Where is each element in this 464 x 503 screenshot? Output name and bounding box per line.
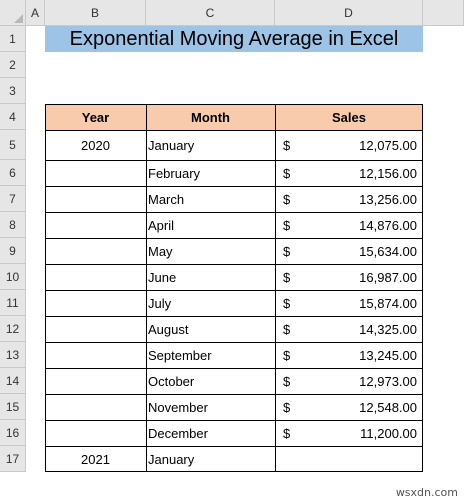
currency-symbol: $ (283, 217, 291, 233)
currency-symbol: $ (283, 399, 291, 415)
currency-symbol: $ (283, 321, 291, 337)
row-header-6[interactable]: 6 (0, 160, 26, 186)
year-cell[interactable] (45, 186, 146, 212)
sales-cell[interactable]: $14,876.00 (283, 217, 417, 233)
row-header-17[interactable]: 17 (0, 446, 26, 472)
currency-symbol: $ (283, 137, 291, 153)
row-header-13[interactable]: 13 (0, 342, 26, 368)
year-cell[interactable]: 2020 (81, 137, 110, 153)
month-cell[interactable]: March (148, 191, 185, 207)
year-cell[interactable] (45, 160, 146, 186)
sales-cell[interactable]: $12,548.00 (283, 399, 417, 415)
table-border-vertical (45, 104, 46, 472)
table-border-horizontal (45, 394, 423, 395)
currency-symbol: $ (283, 165, 291, 181)
sales-cell[interactable] (275, 446, 423, 472)
table-border-horizontal (45, 130, 423, 131)
select-all-triangle-icon (14, 14, 23, 23)
currency-symbol: $ (283, 191, 291, 207)
row-header-1[interactable]: 1 (0, 26, 26, 52)
table-border-horizontal (45, 238, 423, 239)
table-border-horizontal (45, 420, 423, 421)
table-border-horizontal (45, 264, 423, 265)
month-cell[interactable]: April (148, 217, 175, 233)
table-border-vertical (146, 104, 147, 472)
table-border-horizontal (45, 471, 423, 472)
sales-cell[interactable]: $12,156.00 (283, 165, 417, 181)
currency-symbol: $ (283, 269, 291, 285)
year-cell[interactable] (45, 368, 146, 394)
row-header-2[interactable]: 2 (0, 52, 26, 78)
column-header-a[interactable]: A (26, 0, 45, 26)
month-cell[interactable]: January (148, 137, 195, 153)
month-cell[interactable]: September (148, 347, 212, 363)
row-header-12[interactable]: 12 (0, 316, 26, 342)
year-cell[interactable] (45, 264, 146, 290)
row-header-4[interactable]: 4 (0, 104, 26, 130)
table-header-year[interactable]: Year (45, 104, 146, 130)
month-cell[interactable]: June (148, 269, 177, 285)
table-border-horizontal (45, 316, 423, 317)
row-header-14[interactable]: 14 (0, 368, 26, 394)
month-cell[interactable]: November (148, 399, 208, 415)
column-header-blank (423, 0, 464, 26)
column-header-c[interactable]: C (146, 0, 275, 26)
sales-cell[interactable]: $11,200.00 (283, 425, 417, 441)
month-cell[interactable]: October (148, 373, 195, 389)
table-border-horizontal (45, 160, 423, 161)
table-border-horizontal (45, 368, 423, 369)
row-header-8[interactable]: 8 (0, 212, 26, 238)
row-header-5[interactable]: 5 (0, 130, 26, 160)
month-cell[interactable]: August (148, 321, 189, 337)
select-all-corner[interactable] (0, 0, 26, 26)
sales-cell[interactable]: $12,973.00 (283, 373, 417, 389)
month-cell[interactable]: July (148, 295, 172, 311)
table-header-sales[interactable]: Sales (275, 104, 423, 130)
year-cell[interactable] (45, 316, 146, 342)
table-border-horizontal (45, 446, 423, 447)
year-cell[interactable] (45, 238, 146, 264)
year-cell[interactable] (45, 394, 146, 420)
column-header-b[interactable]: B (45, 0, 146, 26)
row-header-11[interactable]: 11 (0, 290, 26, 316)
table-header-month[interactable]: Month (146, 104, 275, 130)
sheet-title[interactable]: Exponential Moving Average in Excel (45, 26, 423, 52)
currency-symbol: $ (283, 243, 291, 259)
watermark: wsxdn.com (395, 486, 458, 499)
row-header-10[interactable]: 10 (0, 264, 26, 290)
row-header-7[interactable]: 7 (0, 186, 26, 212)
month-cell[interactable]: May (148, 243, 173, 259)
month-cell[interactable]: February (148, 165, 201, 181)
row-header-16[interactable]: 16 (0, 420, 26, 446)
year-cell[interactable] (45, 212, 146, 238)
table-border-horizontal (45, 186, 423, 187)
currency-symbol: $ (283, 347, 291, 363)
table-border-horizontal (45, 212, 423, 213)
year-cell[interactable] (45, 420, 146, 446)
month-cell[interactable]: January (148, 451, 195, 467)
currency-symbol: $ (283, 295, 291, 311)
sales-cell[interactable]: $12,075.00 (283, 137, 417, 153)
table-border-horizontal (45, 342, 423, 343)
sales-cell[interactable]: $16,987.00 (283, 269, 417, 285)
column-header-d[interactable]: D (275, 0, 423, 26)
sales-cell[interactable]: $13,256.00 (283, 191, 417, 207)
sales-cell[interactable]: $15,634.00 (283, 243, 417, 259)
year-cell[interactable] (45, 342, 146, 368)
currency-symbol: $ (283, 425, 291, 441)
sales-cell[interactable]: $14,325.00 (283, 321, 417, 337)
table-border-vertical (422, 104, 423, 472)
currency-symbol: $ (283, 373, 291, 389)
year-cell[interactable]: 2021 (81, 451, 110, 467)
table-border-horizontal (45, 104, 423, 105)
month-cell[interactable]: December (148, 425, 208, 441)
table-border-horizontal (45, 290, 423, 291)
year-cell[interactable] (45, 290, 146, 316)
row-header-15[interactable]: 15 (0, 394, 26, 420)
sales-cell[interactable]: $15,874.00 (283, 295, 417, 311)
row-header-3[interactable]: 3 (0, 78, 26, 104)
sales-cell[interactable]: $13,245.00 (283, 347, 417, 363)
table-border-vertical (275, 104, 276, 472)
row-header-9[interactable]: 9 (0, 238, 26, 264)
